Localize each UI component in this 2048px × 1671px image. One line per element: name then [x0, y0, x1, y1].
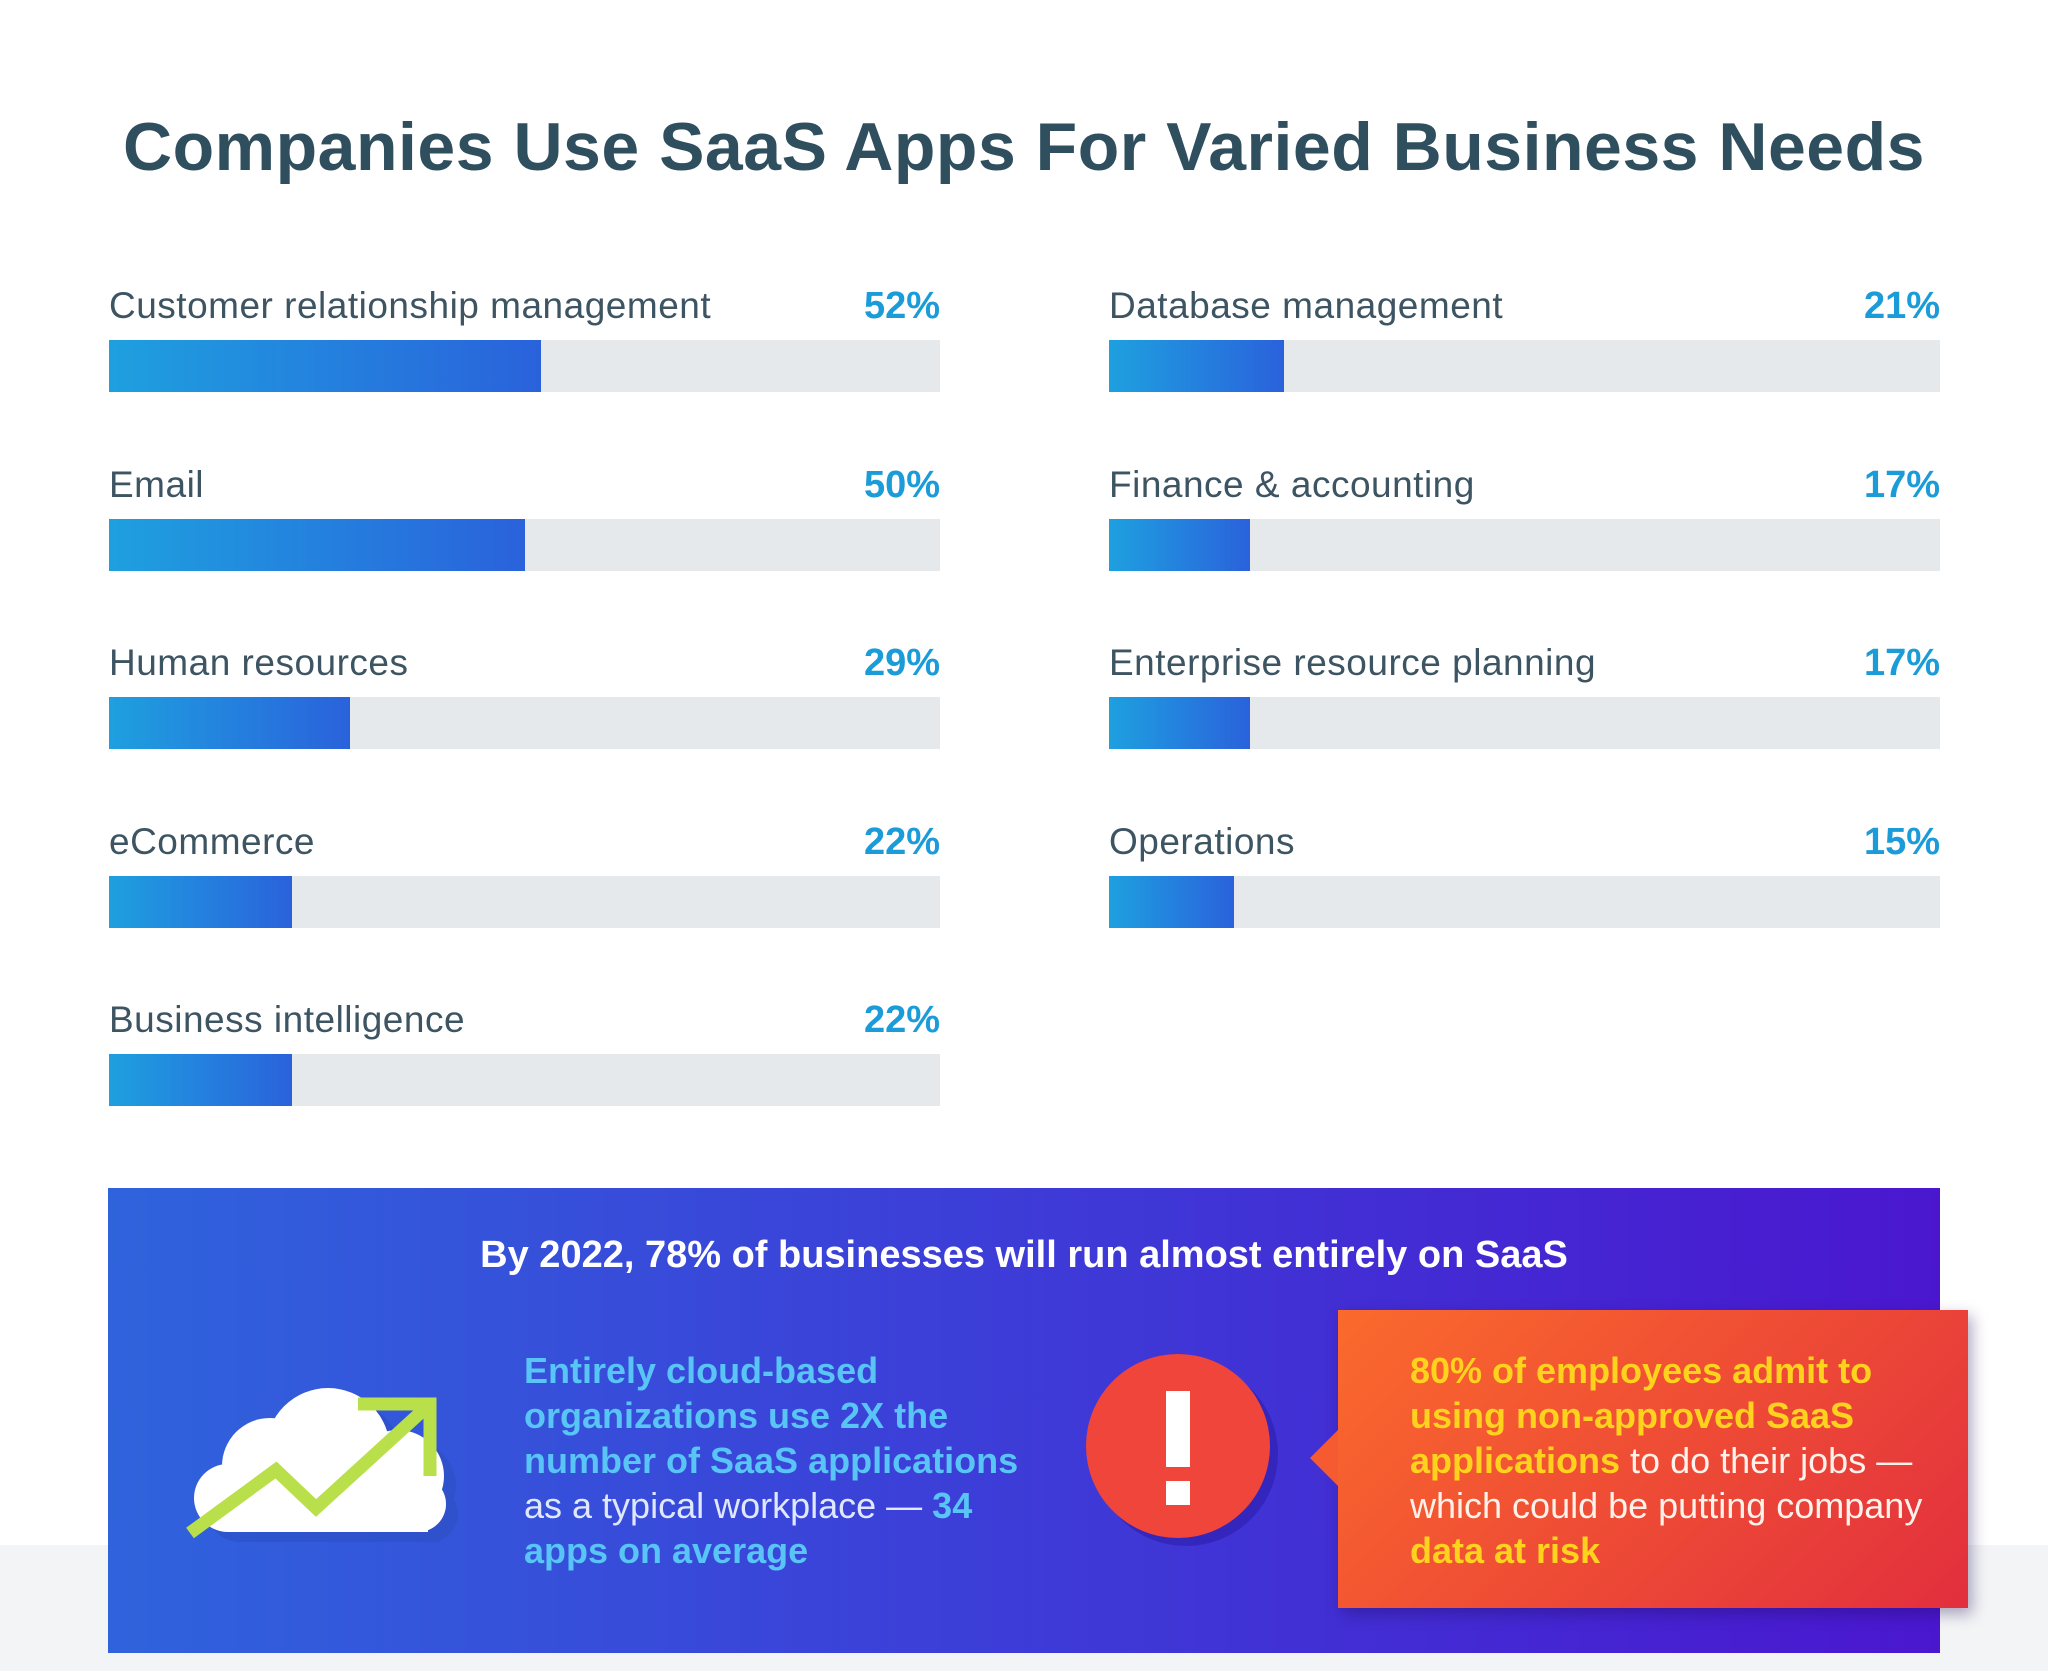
- panel-heading: By 2022, 78% of businesses will run almo…: [480, 1234, 1568, 1276]
- bar-track: [109, 340, 940, 392]
- cloud-stat-highlight: Entirely cloud-based organizations use 2…: [524, 1350, 1019, 1481]
- bar: [1109, 876, 1234, 928]
- insight-panel: By 2022, 78% of businesses will run almo…: [108, 1188, 1968, 1653]
- bar-value-label: 15%: [1863, 821, 1940, 863]
- bar-value-label: 21%: [1863, 285, 1940, 327]
- bar: [109, 340, 541, 392]
- bar-row: Human resources 29%: [109, 642, 940, 762]
- bar-row: Operations 15%: [1109, 821, 1940, 941]
- bar-label: Email: [109, 464, 205, 505]
- bar-track: [109, 697, 940, 749]
- risk-body: to do their jobs — which could be puttin…: [1410, 1440, 1923, 1526]
- bar-value-label: 29%: [863, 642, 940, 684]
- bar-value-label: 22%: [863, 821, 940, 863]
- risk-callout-text: 80% of employees admit to using non-appr…: [1410, 1348, 1950, 1573]
- bar-value-label: 17%: [1863, 642, 1940, 684]
- bar-track: [109, 876, 940, 928]
- bar-value-label: 50%: [863, 464, 940, 506]
- bar: [109, 697, 350, 749]
- bar: [1109, 519, 1250, 571]
- bar-row: Business intelligence 22%: [109, 999, 940, 1119]
- risk-callout: 80% of employees admit to using non-appr…: [1310, 1310, 1968, 1608]
- risk-highlight-end: data at risk: [1410, 1530, 1601, 1571]
- bar: [109, 519, 525, 571]
- chart-title: Companies Use SaaS Apps For Varied Busin…: [123, 109, 1925, 185]
- bar-track: [1109, 519, 1940, 571]
- bar-row: eCommerce 22%: [109, 821, 940, 941]
- bar-row: Finance & accounting 17%: [1109, 464, 1940, 584]
- bar-track: [109, 1054, 940, 1106]
- bar: [1109, 340, 1284, 392]
- bar-track: [1109, 876, 1940, 928]
- bar-row: Enterprise resource planning 17%: [1109, 642, 1940, 762]
- bar-row: Email 50%: [109, 464, 940, 584]
- bar-track: [1109, 340, 1940, 392]
- bar-label: Finance & accounting: [1109, 464, 1475, 505]
- bar-label: Customer relationship management: [109, 285, 712, 326]
- cloud-stat-body: as a typical workplace —: [524, 1485, 933, 1526]
- bar-track: [1109, 697, 1940, 749]
- cloud-trend-icon: [168, 1358, 488, 1558]
- cloud-stat-text: Entirely cloud-based organizations use 2…: [524, 1348, 1044, 1573]
- cloud-stat-highlight-end: 34 apps on average: [524, 1485, 973, 1571]
- bar: [109, 876, 292, 928]
- exclamation-icon: [1083, 1351, 1278, 1546]
- bar-value-label: 17%: [1863, 464, 1940, 506]
- bar-value-label: 52%: [863, 285, 940, 327]
- bar: [1109, 697, 1250, 749]
- bar-label: eCommerce: [109, 821, 315, 862]
- bar-label: Business intelligence: [109, 999, 466, 1040]
- bar-label: Human resources: [109, 642, 409, 683]
- bar-track: [109, 519, 940, 571]
- bar-label: Database management: [1109, 285, 1504, 326]
- bar-row: Database management 21%: [1109, 285, 1940, 405]
- bar-row: Customer relationship management 52%: [109, 285, 940, 405]
- bar-value-label: 22%: [863, 999, 940, 1041]
- risk-highlight: 80% of employees admit to using non-appr…: [1410, 1350, 1873, 1481]
- bar-label: Enterprise resource planning: [1109, 642, 1597, 683]
- bar-label: Operations: [1109, 821, 1295, 862]
- callout-pointer: [1310, 1430, 1338, 1486]
- bar: [109, 1054, 292, 1106]
